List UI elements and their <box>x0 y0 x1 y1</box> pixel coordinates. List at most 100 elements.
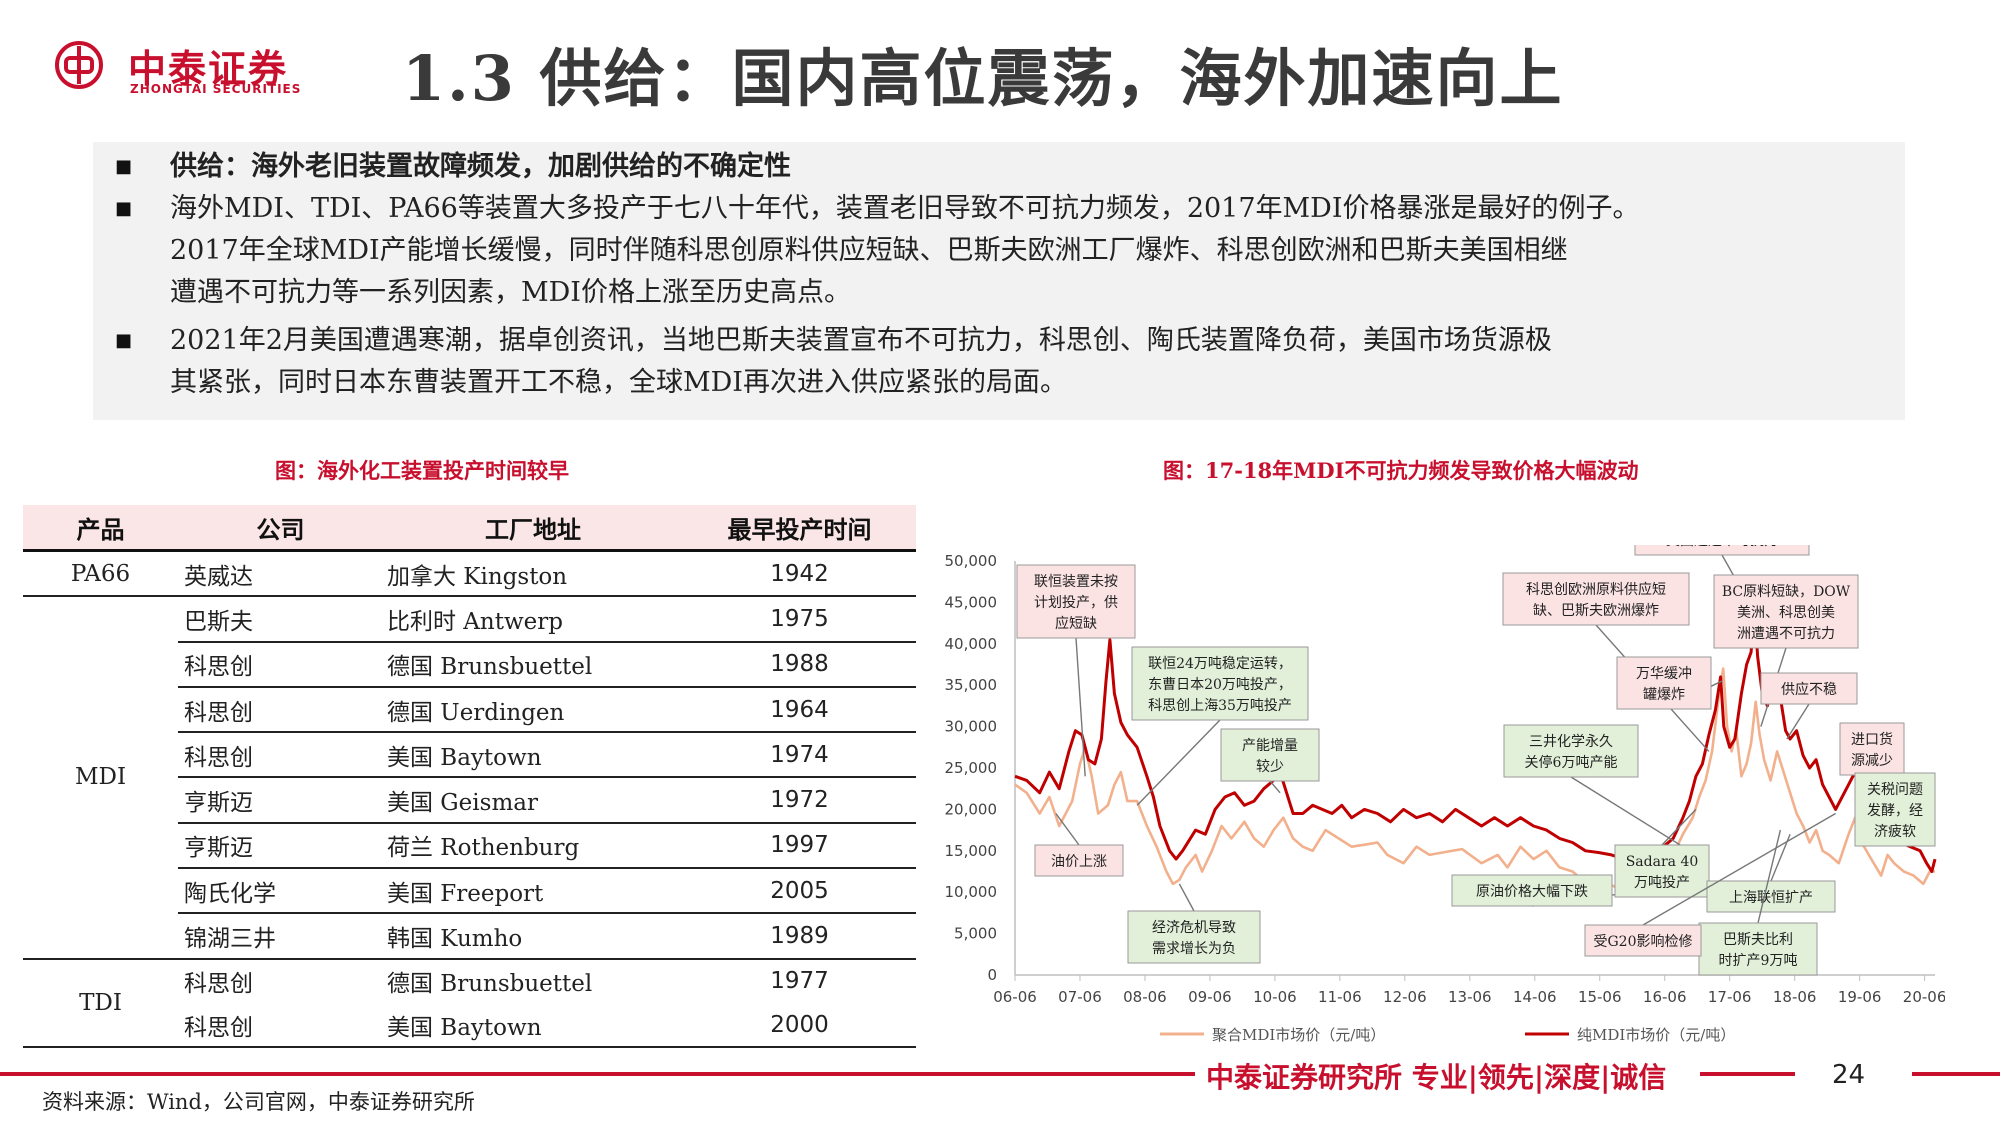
annotation-leader <box>1075 637 1086 777</box>
site-cell: 美国 Baytown <box>383 1002 683 1049</box>
annotation-box <box>1220 728 1320 782</box>
site-cell: 美国 Baytown <box>383 732 683 779</box>
summary-paragraph-line: 2017年全球MDI产能增长缓慢，同时伴随科思创原料供应短缺、巴斯夫欧洲工厂爆炸… <box>170 235 1568 266</box>
x-tick-label: 20-06 <box>1903 988 1945 1006</box>
table-row: 陶氏化学 美国 Freeport 2005 <box>23 868 916 915</box>
site-cell: 美国 Geismar <box>383 777 683 824</box>
footer-brand: 中泰证券研究所 专业|领先|深度|诚信 <box>1206 1061 1667 1094</box>
annotation-box <box>1760 672 1858 705</box>
x-tick-label: 19-06 <box>1838 988 1882 1006</box>
footer-divider <box>1700 1072 1795 1076</box>
annotation-label: 三井化学永久 <box>1529 734 1613 750</box>
annotation-box <box>1131 646 1309 721</box>
annotation-label: BC原料短缺，DOW <box>1722 584 1851 600</box>
table-caption: 图：海外化工装置投产时间较早 <box>275 458 569 483</box>
summary-box: ■ 供给：海外老旧装置故障频发，加剧供给的不确定性 ■ 海外MDI、TDI、PA… <box>93 142 1905 420</box>
annotation-label: 受G20影响检修 <box>1594 934 1693 950</box>
annotation-leader <box>1136 719 1221 806</box>
chart-caption: 图：17-18年MDI不可抗力频发导致价格大幅波动 <box>1163 458 1639 483</box>
product-cell: TDI <box>23 958 178 1049</box>
site-cell: 美国 Freeport <box>383 868 683 915</box>
annotation-label: 计划投产，供 <box>1034 595 1118 611</box>
y-tick-label: 0 <box>987 966 997 984</box>
annotation-leader <box>1055 813 1080 846</box>
site-cell: 德国 Brunsbuettel <box>383 641 683 688</box>
annotation-box <box>1502 572 1690 626</box>
company-cell: 巴斯夫 <box>178 596 383 643</box>
annotation-box <box>1713 574 1859 649</box>
x-tick-label: 17-06 <box>1708 988 1752 1006</box>
summary-paragraph-line: 2021年2月美国遭遇寒潮，据卓创资讯，当地巴斯夫装置宣布不可抗力，科思创、陶氏… <box>170 325 1552 356</box>
table-row: 锦湖三井 韩国 Kumho 1989 <box>23 913 916 960</box>
site-cell: 德国 Uerdingen <box>383 686 683 734</box>
summary-paragraph-line: 海外MDI、TDI、PA66等装置大多投产于七八十年代，装置老旧导致不可抗力频发… <box>170 193 1640 224</box>
annotation-label: 较少 <box>1256 759 1284 775</box>
table-row: 科思创 美国 Baytown 2000 <box>23 1002 916 1049</box>
year-cell: 1964 <box>683 686 916 734</box>
annotation-box <box>1451 874 1613 907</box>
year-cell: 1974 <box>683 732 916 779</box>
footer-divider <box>1912 1072 2000 1076</box>
year-cell: 1989 <box>683 913 916 960</box>
table-row: 科思创 美国 Baytown 1974 <box>23 732 916 779</box>
x-tick-label: 10-06 <box>1253 988 1297 1006</box>
annotation-leader <box>1661 808 1697 846</box>
annotation-box <box>1616 656 1712 710</box>
annotation-box <box>1503 724 1639 778</box>
annotation-leader <box>1757 829 1782 924</box>
annotation-leader <box>1570 776 1684 848</box>
site-cell: 加拿大 Kingston <box>383 550 683 598</box>
annotation-leader <box>1269 780 1281 794</box>
annotation-label: 罐爆炸 <box>1643 687 1685 703</box>
annotation-label: 应短缺 <box>1055 615 1097 632</box>
table-row: TDI 科思创 德国 Brunsbuettel 1977 <box>23 958 916 1049</box>
company-cell: 陶氏化学 <box>178 868 383 915</box>
column-header-company: 公司 <box>178 505 383 552</box>
annotation-label: 经济危机导致 <box>1152 920 1236 936</box>
annotation-leader <box>1786 703 1810 740</box>
annotation-label: 科思创上海35万吨投产 <box>1148 698 1292 714</box>
company-cell: 科思创 <box>178 686 383 734</box>
company-cell: 科思创 <box>178 732 383 779</box>
year-cell: 1997 <box>683 822 916 870</box>
annotation-box <box>1016 564 1136 639</box>
y-tick-label: 50,000 <box>945 552 998 570</box>
annotation-box <box>1614 844 1710 898</box>
annotation-label: Sadara 40 <box>1626 854 1699 870</box>
x-tick-label: 11-06 <box>1318 988 1362 1006</box>
annotation-label: 万吨投产 <box>1634 875 1690 891</box>
annotation-leader <box>1178 883 1195 912</box>
table-row: MDI 巴斯夫 比利时 Antwerp 1975 <box>23 596 916 960</box>
annotation-label: 洲遭遇不可抗力 <box>1737 626 1835 642</box>
company-cell: 科思创 <box>184 971 253 998</box>
y-tick-label: 40,000 <box>945 635 998 653</box>
x-tick-label: 09-06 <box>1188 988 1232 1006</box>
logo-text-en: ZHONGTAI SECURITIES <box>130 82 302 96</box>
x-tick-label: 07-06 <box>1058 988 1102 1006</box>
company-cell: 科思创 <box>178 1002 383 1049</box>
y-tick-label: 45,000 <box>945 593 998 611</box>
year-cell: 1942 <box>683 550 916 598</box>
mdi-price-chart: 0 5,000 10,000 15,000 20,000 25,000 30,000 35,0… <box>945 545 1945 1044</box>
series-line-pure-mdi <box>1014 605 1937 873</box>
annotation-label: 巴斯夫比利 <box>1723 932 1793 948</box>
bullet-square-icon: ■ <box>115 330 133 351</box>
product-cell: PA66 <box>23 550 178 598</box>
annotation-label: 东曹日本20万吨投产， <box>1148 677 1292 693</box>
annotation-label: 缺、巴斯夫欧洲爆炸 <box>1533 603 1659 619</box>
annotation-label: 关税问题 <box>1867 782 1923 798</box>
table-row: 科思创 德国 Uerdingen 1964 <box>23 686 916 734</box>
site-cell: 荷兰 Rothenburg <box>383 822 683 870</box>
company-cell: 亨斯迈 <box>178 822 383 870</box>
x-tick-label: 14-06 <box>1513 988 1557 1006</box>
annotation-label: 联恒24万吨稳定运转， <box>1148 656 1292 672</box>
site-cell: 比利时 Antwerp <box>383 596 683 643</box>
site-cell: 韩国 Kumho <box>383 913 683 960</box>
column-header-product: 产品 <box>23 505 178 552</box>
summary-paragraph-line: 遭遇不可抗力等一系列因素，MDI价格上涨至历史高点。 <box>170 277 851 308</box>
annotation-box <box>1584 924 1702 957</box>
table-header-row: 产品 公司 工厂地址 最早投产时间 <box>23 505 916 552</box>
annotation-label: 联恒装置未按 <box>1034 574 1118 590</box>
company-cell: 英威达 <box>178 550 383 598</box>
annotation-label: 进口货 <box>1851 731 1893 748</box>
